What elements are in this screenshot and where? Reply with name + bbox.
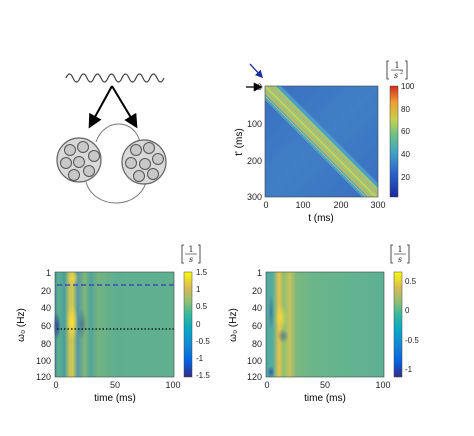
panel-c-colorbar-ticks: 1.5 1 0.5 0 -0.5 -1 -1.5 xyxy=(196,268,210,380)
colorbar-tick: -0.5 xyxy=(405,336,419,345)
panel-c-heatmap: 0 50 100 1 20 40 60 80 100 120 time (ms)… xyxy=(16,244,210,404)
colorbar-tick: 0 xyxy=(405,306,410,315)
colorbar-tick: 0.5 xyxy=(405,277,417,286)
cold-spot xyxy=(53,312,61,340)
arrow-to-left-population xyxy=(88,85,113,129)
hot-spot xyxy=(275,304,287,332)
x-tick-label: 50 xyxy=(110,380,120,390)
colorbar-tick: 100 xyxy=(401,82,415,91)
y-tick-label: 80 xyxy=(41,339,51,349)
colorbar-tick: 20 xyxy=(401,173,410,182)
colorbar-tick: 0 xyxy=(196,320,201,329)
diagonal-stripe-1 xyxy=(265,86,377,197)
hot-spot xyxy=(67,271,79,285)
panel-b-heatmap: 0 100 200 300 0 100 200 300 t (ms) t' (m… xyxy=(234,60,415,224)
y-tick-label: 20 xyxy=(41,286,51,296)
recurrent-connection-bottom xyxy=(85,181,147,204)
cold-spot xyxy=(277,329,289,343)
colorbar-tick: -0.5 xyxy=(196,337,210,346)
x-tick-label: 0 xyxy=(53,380,58,390)
svg-text:s: s xyxy=(189,255,193,264)
x-tick-label: 100 xyxy=(165,380,180,390)
x-axis-label: time (ms) xyxy=(94,393,136,404)
svg-text:s: s xyxy=(398,255,402,264)
y-tick-label: 80 xyxy=(252,339,262,349)
cold-spot xyxy=(267,366,275,378)
diagonal-stripe-3 xyxy=(265,90,372,197)
panel-d-colorbar-ticks: 0.5 0 -0.5 -1 xyxy=(405,277,419,374)
y-tick-label: 20 xyxy=(252,286,262,296)
panel-d-colorbar-unit: 1 s xyxy=(390,244,410,264)
y-axis-label: ω₀ (Hz) xyxy=(16,308,27,342)
y-tick-label: 300 xyxy=(247,192,262,202)
colorbar-tick: 1 xyxy=(196,285,201,294)
blue-marker-arrow xyxy=(249,63,264,79)
panel-b-colorbar xyxy=(389,85,399,198)
colorbar-tick: 60 xyxy=(401,127,410,136)
panel-b-colorbar-ticks: 100 80 60 40 20 xyxy=(401,82,415,182)
x-tick-label: 100 xyxy=(295,200,310,210)
y-tick-label: 0 xyxy=(257,82,262,92)
y-tick-label: 100 xyxy=(247,356,262,366)
panel-b-colorbar-unit: 1 s 2 xyxy=(386,60,408,80)
y-tick-label: 120 xyxy=(247,372,262,382)
x-tick-label: 100 xyxy=(375,380,390,390)
y-tick-label: 100 xyxy=(36,356,51,366)
x-axis-label: time (ms) xyxy=(304,393,346,404)
hot-spot xyxy=(66,304,78,340)
y-tick-label: 1 xyxy=(257,268,262,278)
colorbar-tick: 0.5 xyxy=(196,302,208,311)
diagonal-stripe-5 xyxy=(265,95,367,197)
y-tick-label: 60 xyxy=(252,321,262,331)
panel-d-xticks: 0 50 100 xyxy=(264,380,390,390)
panel-c-yticks: 1 20 40 60 80 100 120 xyxy=(36,268,51,382)
x-tick-label: 300 xyxy=(370,200,385,210)
colorbar-tick: -1.5 xyxy=(196,371,210,380)
panel-c-colorbar-unit: 1 s xyxy=(181,244,201,264)
y-tick-label: 60 xyxy=(41,321,51,331)
colorbar-tick: 40 xyxy=(401,150,410,159)
y-axis-label: ω₀ (Hz) xyxy=(228,308,239,342)
y-tick-label: 100 xyxy=(247,119,262,129)
panel-d-yticks: 1 20 40 60 80 100 120 xyxy=(247,268,262,382)
y-tick-label: 40 xyxy=(252,303,262,313)
cold-spot xyxy=(268,294,274,330)
panel-d-colorbar xyxy=(393,271,403,378)
x-axis-label: t (ms) xyxy=(308,213,334,224)
y-axis-label: t' (ms) xyxy=(234,128,245,155)
recurrent-connection-top xyxy=(95,123,141,143)
x-tick-label: 50 xyxy=(320,380,330,390)
svg-text:1: 1 xyxy=(394,61,399,70)
colorbar-tick: -1 xyxy=(405,365,413,374)
svg-text:2: 2 xyxy=(400,70,403,76)
panel-d-heatmap: 0 50 100 1 20 40 60 80 100 120 time (ms)… xyxy=(228,244,419,404)
panel-b-xticks: 0 100 200 300 xyxy=(263,200,385,210)
colorbar-tick: 1.5 xyxy=(196,268,208,277)
cold-spot xyxy=(77,308,87,340)
diagonal-stripe-4 xyxy=(274,86,378,190)
svg-text:1: 1 xyxy=(188,245,193,254)
colorbar-tick: 80 xyxy=(401,105,410,114)
panel-c-colorbar xyxy=(183,271,193,378)
x-tick-label: 0 xyxy=(263,200,268,210)
left-population xyxy=(56,137,102,183)
y-tick-label: 200 xyxy=(247,156,262,166)
y-tick-label: 40 xyxy=(41,303,51,313)
svg-text:s: s xyxy=(394,71,398,80)
diagonal-stripe-2 xyxy=(269,86,378,195)
panel-b-yticks: 0 100 200 300 xyxy=(247,82,262,202)
oscillatory-input-wave xyxy=(65,73,165,83)
x-tick-label: 0 xyxy=(264,380,269,390)
colorbar-tick: -1 xyxy=(196,354,204,363)
right-population xyxy=(121,139,167,185)
y-tick-label: 120 xyxy=(36,372,51,382)
x-tick-label: 200 xyxy=(333,200,348,210)
y-tick-label: 1 xyxy=(46,268,51,278)
svg-text:1: 1 xyxy=(397,245,402,254)
schematic-panel xyxy=(56,73,167,204)
panel-c-xticks: 0 50 100 xyxy=(53,380,180,390)
arrow-to-right-population xyxy=(111,85,138,129)
